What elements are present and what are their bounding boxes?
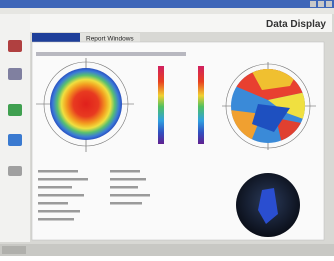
close-button[interactable] <box>326 1 332 7</box>
taskbar <box>0 244 334 256</box>
tab-label[interactable]: Report Windows <box>86 36 134 43</box>
tool-icon[interactable] <box>8 40 22 52</box>
start-button[interactable] <box>2 246 26 254</box>
header-title: Data Display <box>266 19 326 30</box>
tool-icon[interactable] <box>8 68 22 80</box>
tool-icon[interactable] <box>8 104 22 116</box>
color-scale <box>158 66 164 144</box>
min-button[interactable] <box>310 1 316 7</box>
tool-icon[interactable] <box>8 166 22 176</box>
tool-icon[interactable] <box>8 134 22 146</box>
map-caption <box>36 52 186 56</box>
tab-active[interactable] <box>32 33 80 42</box>
menu-bar <box>0 8 334 14</box>
color-scale <box>198 66 204 144</box>
max-button[interactable] <box>318 1 324 7</box>
title-bar <box>0 0 334 8</box>
topography-map <box>50 68 122 140</box>
app-window: Data Display Report Windows <box>0 0 334 256</box>
